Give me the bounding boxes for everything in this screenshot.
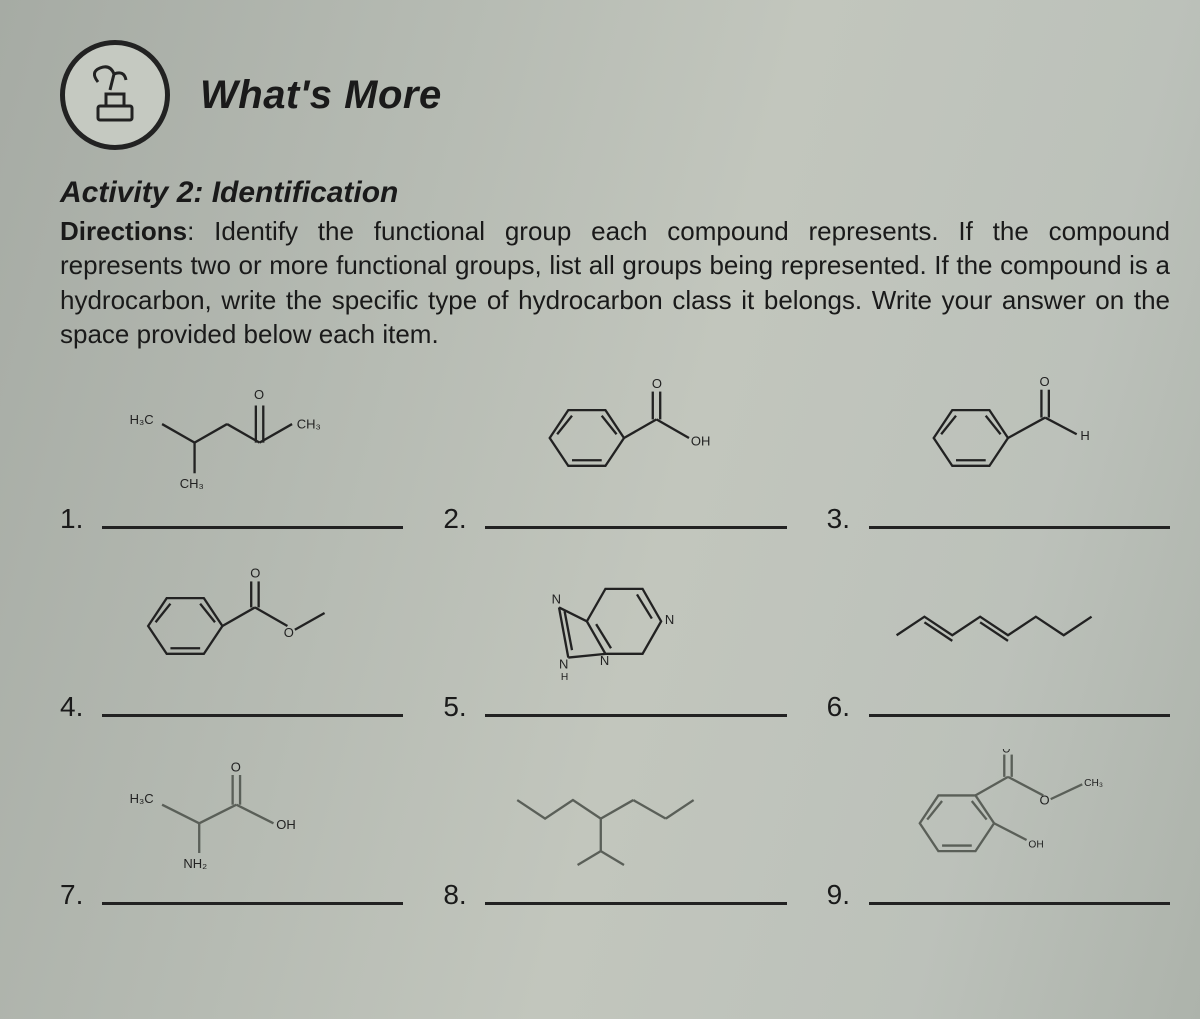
item-number: 2. (443, 503, 477, 535)
structure-8 (443, 749, 786, 879)
structure-3: O H (827, 373, 1170, 503)
item-5: N N N N H 5. (443, 561, 786, 723)
item-number: 3. (827, 503, 861, 535)
label: OH (276, 817, 295, 832)
label: N (600, 653, 609, 668)
label: O (231, 760, 241, 775)
structure-5: N N N N H (443, 561, 786, 691)
item-3: O H 3. (827, 373, 1170, 535)
item-number: 7. (60, 879, 94, 911)
section-title: What's More (200, 73, 442, 118)
answer-row: 5. (443, 691, 786, 723)
label: H (561, 672, 568, 683)
answer-row: 2. (443, 503, 786, 535)
answer-blank[interactable] (102, 526, 403, 529)
answer-blank[interactable] (869, 526, 1170, 529)
item-number: 4. (60, 691, 94, 723)
item-number: 8. (443, 879, 477, 911)
stamp-icon (80, 60, 150, 130)
structure-6 (827, 561, 1170, 691)
label: O (1002, 749, 1010, 756)
label: CH₃ (297, 417, 321, 432)
answer-row: 4. (60, 691, 403, 723)
activity-title: Activity 2: Identification (60, 176, 1170, 210)
answer-blank[interactable] (102, 902, 403, 905)
label: O (1039, 793, 1049, 808)
structure-9: O O CH₃ OH (827, 749, 1170, 879)
answer-blank[interactable] (869, 902, 1170, 905)
label: O (250, 566, 260, 581)
worksheet-page: What's More Activity 2: Identification D… (0, 0, 1200, 1019)
label: CH₃ (180, 476, 204, 491)
directions-lead: Directions (60, 216, 187, 246)
answer-row: 9. (827, 879, 1170, 911)
label: H (1080, 428, 1089, 443)
answer-blank[interactable] (485, 902, 786, 905)
label: N (559, 657, 568, 672)
item-number: 5. (443, 691, 477, 723)
answer-row: 1. (60, 503, 403, 535)
item-number: 6. (827, 691, 861, 723)
structure-2: O OH (443, 373, 786, 503)
answer-blank[interactable] (869, 714, 1170, 717)
label: O (284, 625, 294, 640)
items-grid: H₃C CH₃ CH₃ O 1. (60, 373, 1170, 911)
label: OH (1028, 840, 1043, 851)
answer-row: 3. (827, 503, 1170, 535)
header: What's More (60, 40, 1170, 150)
label: CH₃ (1084, 778, 1103, 789)
directions: Directions: Identify the functional grou… (60, 214, 1170, 351)
answer-blank[interactable] (102, 714, 403, 717)
item-1: H₃C CH₃ CH₃ O 1. (60, 373, 403, 535)
answer-row: 8. (443, 879, 786, 911)
label: NH₂ (183, 856, 207, 871)
directions-body: : Identify the functional group each com… (60, 216, 1170, 349)
item-number: 1. (60, 503, 94, 535)
answer-blank[interactable] (485, 526, 786, 529)
answer-row: 7. (60, 879, 403, 911)
label: O (1039, 374, 1049, 389)
label: H₃C (130, 791, 154, 806)
label: O (652, 376, 662, 391)
item-2: O OH 2. (443, 373, 786, 535)
structure-4: O O (60, 561, 403, 691)
item-4: O O 4. (60, 561, 403, 723)
label: H₃C (130, 412, 154, 427)
item-number: 9. (827, 879, 861, 911)
answer-row: 6. (827, 691, 1170, 723)
label: OH (691, 434, 710, 449)
module-icon (60, 40, 170, 150)
structure-7: H₃C O OH NH₂ (60, 749, 403, 879)
label: N (665, 612, 674, 627)
structure-1: H₃C CH₃ CH₃ O (60, 373, 403, 503)
item-7: H₃C O OH NH₂ 7. (60, 749, 403, 911)
item-8: 8. (443, 749, 786, 911)
item-6: 6. (827, 561, 1170, 723)
label: O (254, 387, 264, 402)
item-9: O O CH₃ OH 9. (827, 749, 1170, 911)
label: N (552, 592, 561, 607)
answer-blank[interactable] (485, 714, 786, 717)
